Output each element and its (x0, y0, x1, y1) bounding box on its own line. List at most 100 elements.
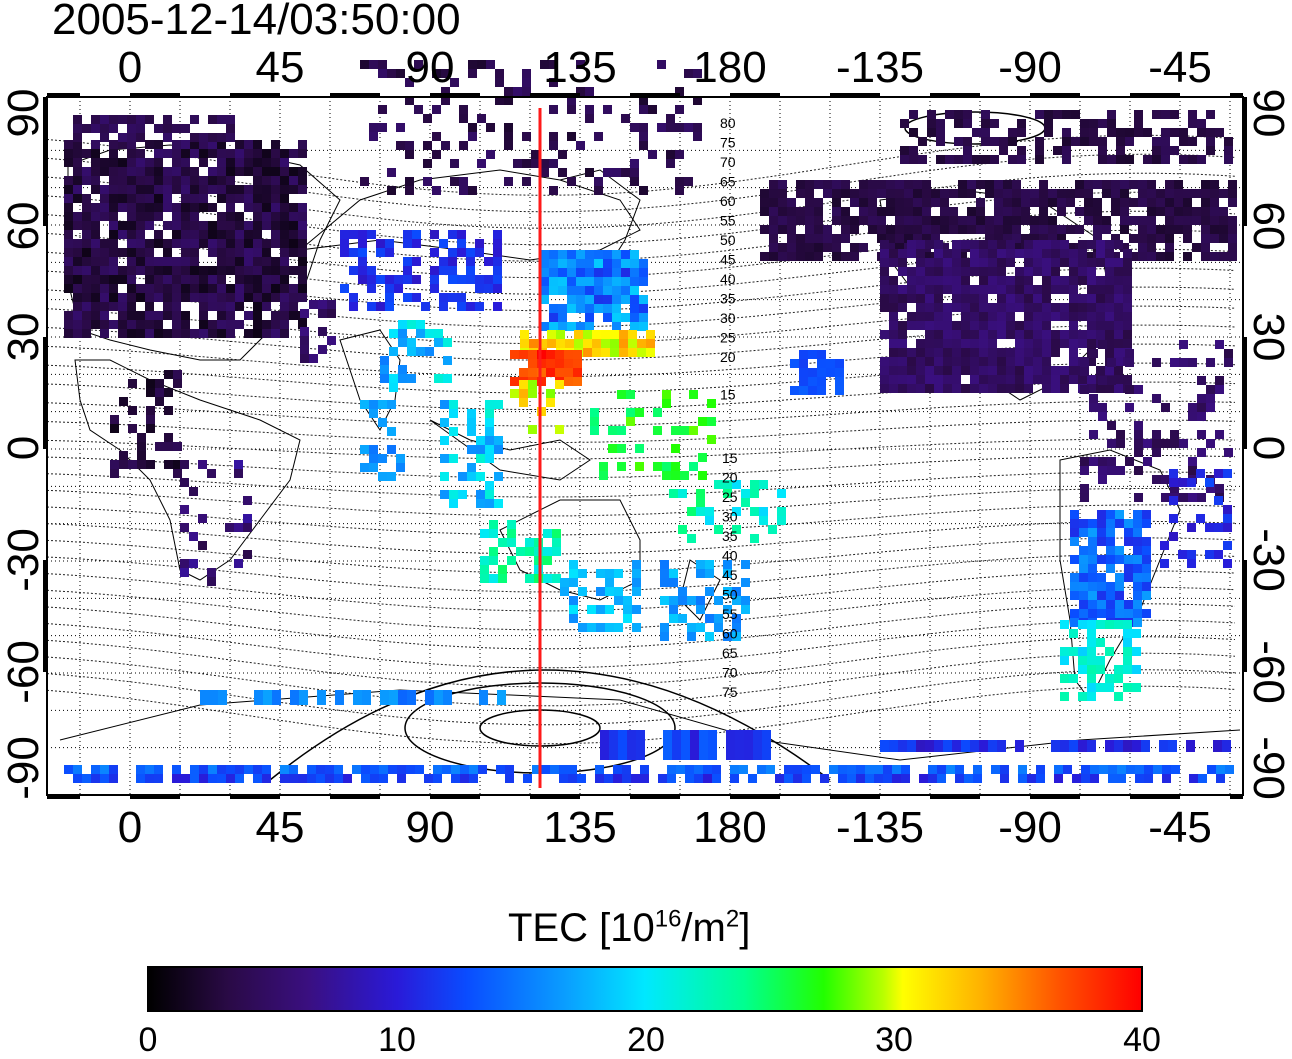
tec-cell (603, 295, 612, 304)
tec-cell (1051, 267, 1060, 276)
tec-cell (378, 472, 387, 481)
tec-cell (973, 774, 982, 783)
tec-cell (603, 268, 612, 277)
tec-cell (1039, 216, 1048, 225)
tec-cell (546, 389, 555, 398)
tec-cell (163, 257, 172, 266)
tec-cell (961, 366, 970, 375)
tec-cell (234, 559, 243, 568)
tec-cell (961, 303, 970, 312)
tec-cell (1069, 303, 1078, 312)
tec-cell (163, 266, 172, 275)
tec-cell (1125, 403, 1134, 412)
contour-label-text: 70 (722, 665, 738, 681)
tec-cell (981, 128, 990, 137)
tec-cell (934, 339, 943, 348)
tec-cell (1069, 339, 1078, 348)
tec-cell (1206, 358, 1215, 367)
tec-cell (172, 124, 181, 133)
tec-cell (163, 115, 172, 124)
tec-cell (226, 774, 235, 783)
tec-cell (1096, 258, 1105, 267)
tec-cell (358, 257, 367, 266)
tec-cell (603, 259, 612, 268)
tec-cell (1165, 216, 1174, 225)
tec-cell (173, 379, 182, 388)
colorbar (147, 966, 1143, 1012)
tec-cell (796, 207, 805, 216)
tec-cell (1075, 180, 1084, 189)
tec-cell (403, 257, 412, 266)
tec-cell (823, 234, 832, 243)
tec-cell (109, 221, 118, 230)
tec-cell (73, 115, 82, 124)
tec-cell (1152, 155, 1161, 164)
tec-cell (1165, 198, 1174, 207)
tec-cell (850, 216, 859, 225)
tec-cell (1030, 234, 1039, 243)
tec-cell (1219, 252, 1228, 261)
tec-cell (1039, 189, 1048, 198)
tec-cell (154, 329, 163, 338)
tec-cell (367, 302, 376, 311)
tec-cell (630, 268, 639, 277)
tec-cell (217, 185, 226, 194)
tec-cell (549, 60, 558, 69)
tec-cell (985, 189, 994, 198)
tec-cell (1087, 740, 1096, 752)
tec-cell (874, 765, 883, 774)
tec-cell (1108, 765, 1117, 774)
tec-cell (1071, 110, 1080, 119)
tec-cell (994, 189, 1003, 198)
tec-cell (1162, 774, 1171, 783)
tec-cell (208, 230, 217, 239)
tec-cell (217, 176, 226, 185)
tec-cell (1224, 349, 1233, 358)
tec-cell (439, 266, 448, 275)
tec-cell (407, 338, 416, 347)
tec-cell (1087, 375, 1096, 384)
tec-cell (1012, 216, 1021, 225)
tec-cell (136, 221, 145, 230)
tec-cell (997, 321, 1006, 330)
tec-cell (1138, 180, 1147, 189)
tec-cell (1081, 774, 1090, 783)
tec-cell (1021, 198, 1030, 207)
tec-cell (369, 400, 378, 409)
tec-cell (1033, 366, 1042, 375)
tec-cell (190, 176, 199, 185)
tec-cell (1051, 339, 1060, 348)
tec-cell (128, 379, 137, 388)
tec-cell (217, 149, 226, 158)
tec-cell (235, 275, 244, 284)
tec-cell (540, 250, 549, 259)
tec-cell (1106, 555, 1115, 564)
tec-cell (466, 248, 475, 257)
tec-cell (289, 311, 298, 320)
tec-cell (922, 225, 931, 234)
tec-cell (1228, 252, 1237, 261)
tec-cell (1201, 189, 1210, 198)
tec-cell (226, 194, 235, 203)
tec-cell (832, 234, 841, 243)
tec-cell (1125, 457, 1134, 466)
tec-cell (907, 366, 916, 375)
frame-bar (1243, 560, 1247, 672)
tec-cell (1133, 582, 1142, 591)
tec-cell (558, 168, 567, 177)
tec-cell (378, 69, 387, 78)
tec-cell (1152, 358, 1161, 367)
tec-cell (1084, 252, 1093, 261)
tec-cell (635, 444, 644, 453)
tec-cell (913, 216, 922, 225)
tec-cell (235, 212, 244, 221)
tec-cell (208, 284, 217, 293)
tec-cell (1125, 137, 1134, 146)
tec-cell (403, 239, 412, 248)
tec-cell (546, 398, 555, 407)
tec-cell (1042, 357, 1051, 366)
tec-cell (109, 176, 118, 185)
tec-cell (1165, 225, 1174, 234)
tec-cell (540, 159, 549, 168)
tec-cell (1069, 357, 1078, 366)
